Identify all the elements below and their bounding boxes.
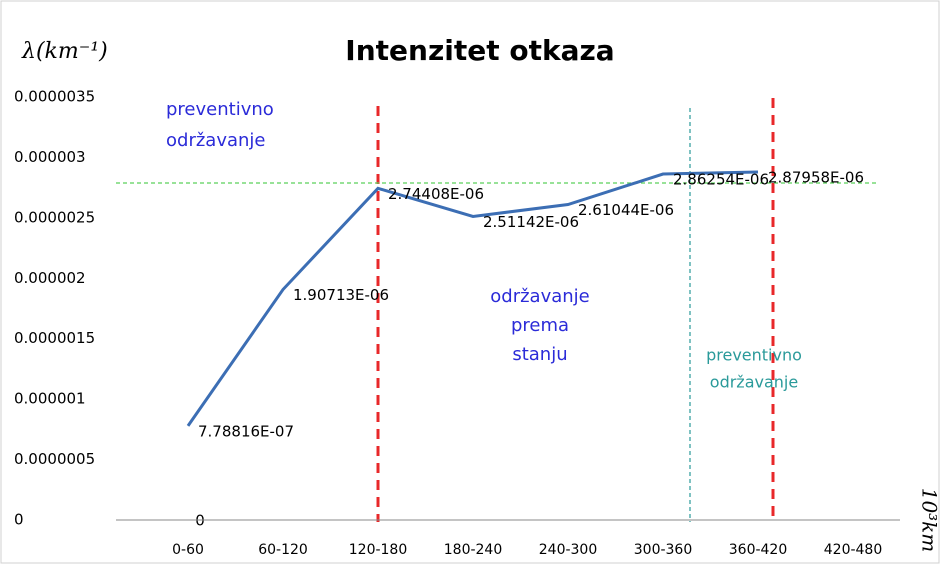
x-tick-label: 300-360	[634, 542, 693, 558]
x-tick-label: 60-120	[258, 542, 308, 558]
data-label: 2.61044E-06	[578, 201, 674, 219]
x-tick-label: 360-420	[729, 542, 788, 558]
annotation: održavanje	[490, 286, 589, 307]
y-tick-label: 0.000003	[14, 148, 86, 166]
annotation: preventivno	[706, 346, 802, 365]
data-label: 7.78816E-07	[198, 422, 294, 440]
y-tick-label: 0.000002	[14, 269, 86, 287]
data-label: 1.90713E-06	[293, 286, 389, 304]
data-label: 2.74408E-06	[388, 185, 484, 203]
y-tick-label: 0.000001	[14, 390, 86, 408]
data-label: 2.86254E-06	[673, 171, 769, 189]
x-tick-label: 420-480	[824, 542, 883, 558]
x-tick-label: 240-300	[539, 542, 598, 558]
data-label: 2.87958E-06	[768, 168, 864, 186]
annotation: stanju	[512, 344, 567, 365]
x-tick-label: 180-240	[444, 542, 503, 558]
data-label: 2.51142E-06	[483, 213, 579, 231]
annotation: preventivno	[166, 99, 274, 120]
chart-title: Intenzitet otkaza	[345, 34, 614, 67]
x-tick-label: 0-60	[172, 542, 204, 558]
y-tick-label: 0	[14, 511, 24, 529]
x-tick-label: 120-180	[349, 542, 408, 558]
x-axis-label: 10³km	[918, 488, 940, 553]
annotation: održavanje	[710, 373, 798, 392]
annotation: održavanje	[166, 130, 265, 151]
y-tick-label: 0.0000015	[14, 329, 95, 347]
y-axis-label: λ(km⁻¹)	[21, 39, 108, 64]
y-tick-label: 0.0000025	[14, 208, 95, 226]
y-tick-label: 0.0000005	[14, 450, 95, 468]
y-tick-label: 0.0000035	[14, 88, 95, 106]
annotation: prema	[511, 315, 569, 336]
